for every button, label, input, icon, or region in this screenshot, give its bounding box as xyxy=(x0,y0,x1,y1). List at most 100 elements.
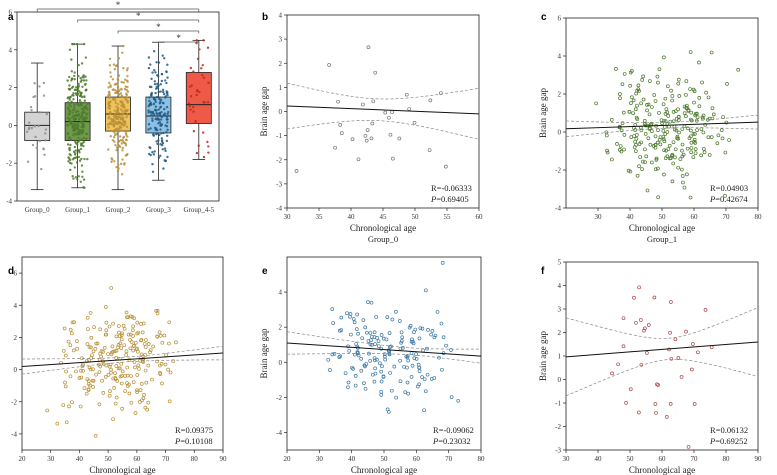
data-point xyxy=(412,330,416,334)
data-point xyxy=(618,148,622,152)
data-point xyxy=(107,364,112,369)
data-point xyxy=(371,99,376,104)
data-point xyxy=(402,364,406,369)
data-point xyxy=(420,326,425,331)
data-point xyxy=(74,110,78,114)
data-point xyxy=(383,357,388,362)
data-point xyxy=(119,118,123,121)
regression-line xyxy=(287,105,479,115)
data-point xyxy=(115,165,118,169)
data-point xyxy=(385,407,390,412)
data-point xyxy=(686,108,691,112)
data-point xyxy=(202,39,205,42)
data-point xyxy=(70,79,73,82)
data-point xyxy=(117,330,121,335)
data-point xyxy=(75,346,79,351)
data-point xyxy=(68,374,73,379)
data-point xyxy=(695,115,700,120)
y-tick-label: -2 xyxy=(6,160,12,168)
data-point xyxy=(77,149,81,152)
data-point xyxy=(164,79,167,82)
data-point xyxy=(80,144,83,147)
data-point xyxy=(127,358,132,362)
ci-upper-line xyxy=(22,345,223,360)
data-point xyxy=(706,135,711,140)
y-tick-label: -2 xyxy=(11,398,17,406)
data-point xyxy=(108,389,112,393)
data-point xyxy=(44,132,47,135)
data-point xyxy=(80,138,83,141)
y-tick-label: 4 xyxy=(9,46,13,54)
data-point xyxy=(68,113,72,116)
data-point xyxy=(125,69,129,72)
data-point xyxy=(113,83,117,86)
data-point xyxy=(123,124,126,127)
data-point xyxy=(421,348,425,353)
data-point xyxy=(83,99,87,102)
data-point xyxy=(142,342,147,346)
data-point xyxy=(88,311,93,315)
y-tick-label: -3 xyxy=(276,180,282,188)
box-Group_3 xyxy=(145,41,172,181)
data-point xyxy=(33,82,36,85)
data-point xyxy=(378,361,382,366)
data-point xyxy=(79,93,83,96)
data-point xyxy=(78,130,81,134)
r-value: R=0.04903 xyxy=(710,183,748,193)
data-point xyxy=(646,136,651,141)
data-point xyxy=(330,307,335,311)
data-point xyxy=(443,164,448,169)
data-point xyxy=(109,84,112,87)
data-point xyxy=(73,166,76,169)
data-point xyxy=(107,102,111,105)
data-point xyxy=(83,157,86,161)
data-point xyxy=(155,359,159,364)
data-point xyxy=(45,112,49,116)
data-point xyxy=(124,95,127,99)
data-point xyxy=(155,109,158,112)
data-point xyxy=(42,81,46,85)
data-point xyxy=(427,148,432,152)
data-point xyxy=(107,148,110,151)
x-tick-label: Group_4-5 xyxy=(183,206,214,214)
data-point xyxy=(653,402,658,406)
data-point xyxy=(163,112,167,115)
x-tick-label: 50 xyxy=(105,455,113,463)
data-point xyxy=(122,81,125,84)
data-point xyxy=(394,395,398,400)
panel-label-c: c xyxy=(541,12,547,23)
x-tick-label: 70 xyxy=(162,455,170,463)
panel-label-d: d xyxy=(8,266,14,277)
data-point xyxy=(120,95,124,98)
data-point xyxy=(627,109,632,114)
data-point xyxy=(675,134,680,139)
data-point xyxy=(80,157,83,161)
data-point xyxy=(685,172,689,177)
plot-area xyxy=(22,286,223,438)
data-point xyxy=(721,115,725,119)
data-point xyxy=(154,71,157,74)
data-point xyxy=(637,410,641,415)
significance-label: * xyxy=(136,11,141,21)
data-point xyxy=(73,74,76,78)
data-point xyxy=(73,122,77,126)
data-point xyxy=(111,129,115,133)
p-symbol: P xyxy=(174,436,180,446)
data-point xyxy=(414,352,418,357)
data-point xyxy=(409,375,414,379)
data-point xyxy=(97,402,102,407)
data-point xyxy=(148,96,151,99)
data-point xyxy=(72,177,75,180)
data-point xyxy=(656,80,660,85)
data-point xyxy=(633,139,637,144)
data-point xyxy=(665,84,670,89)
data-point xyxy=(115,64,118,67)
significance-label: * xyxy=(116,0,121,10)
data-point xyxy=(376,339,381,344)
x-tick-label: 40 xyxy=(76,455,84,463)
panel-subtitle: Group_1 xyxy=(647,234,677,244)
data-point xyxy=(449,348,453,352)
data-point xyxy=(646,102,651,107)
data-point xyxy=(77,114,80,117)
data-point xyxy=(388,132,393,137)
